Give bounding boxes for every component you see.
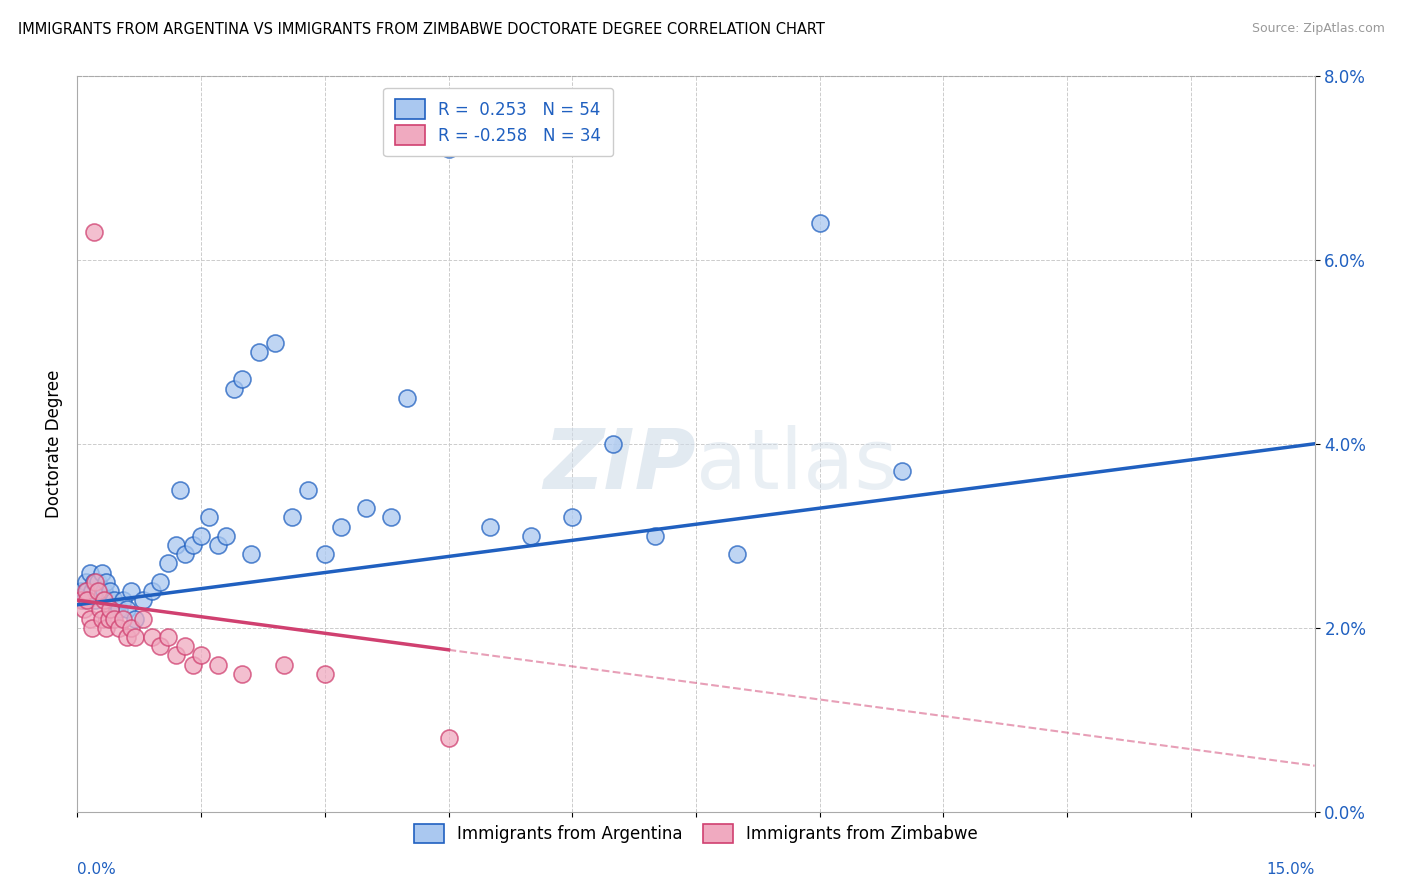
Point <box>149 639 172 653</box>
Point <box>725 547 748 561</box>
Point <box>207 538 229 552</box>
Point <box>314 547 336 561</box>
Point <box>120 621 142 635</box>
Point <box>124 630 146 644</box>
Point <box>70 593 93 607</box>
Point <box>96 621 118 635</box>
Point <box>98 602 121 616</box>
Point <box>141 630 163 644</box>
Point <box>808 216 831 230</box>
Point <box>190 529 212 543</box>
Text: Source: ZipAtlas.com: Source: ZipAtlas.com <box>1251 22 1385 36</box>
Point <box>561 510 583 524</box>
Point <box>83 225 105 239</box>
Point <box>173 639 195 653</box>
Point <box>73 602 96 616</box>
Text: ZIP: ZIP <box>543 425 696 507</box>
Point <box>132 611 155 625</box>
Point <box>75 574 97 589</box>
Point <box>222 382 245 396</box>
Point <box>120 584 142 599</box>
Point <box>98 584 121 599</box>
Point <box>132 593 155 607</box>
Point <box>89 584 111 599</box>
Point <box>107 621 129 635</box>
Point <box>314 666 336 681</box>
Point <box>73 593 96 607</box>
Point <box>84 574 107 589</box>
Text: atlas: atlas <box>696 425 897 507</box>
Point <box>231 372 253 386</box>
Point <box>75 584 97 599</box>
Point <box>82 621 104 635</box>
Point <box>207 657 229 672</box>
Point <box>247 344 270 359</box>
Point <box>190 648 212 663</box>
Point <box>115 630 138 644</box>
Point <box>79 566 101 580</box>
Point <box>91 611 114 625</box>
Point <box>264 335 287 350</box>
Point <box>87 584 110 599</box>
Point <box>97 593 120 607</box>
Text: 0.0%: 0.0% <box>77 863 117 878</box>
Text: 15.0%: 15.0% <box>1267 863 1315 878</box>
Point <box>82 584 104 599</box>
Point <box>273 657 295 672</box>
Point <box>181 657 204 672</box>
Point <box>437 731 460 746</box>
Point <box>215 529 238 543</box>
Point <box>198 510 221 524</box>
Point <box>396 391 419 405</box>
Point <box>181 538 204 552</box>
Point <box>87 574 110 589</box>
Point <box>89 602 111 616</box>
Point <box>83 574 105 589</box>
Point <box>157 630 180 644</box>
Point <box>173 547 195 561</box>
Point <box>354 501 377 516</box>
Point <box>97 611 120 625</box>
Point <box>231 666 253 681</box>
Point <box>520 529 543 543</box>
Point <box>281 510 304 524</box>
Point <box>84 593 107 607</box>
Point <box>111 611 134 625</box>
Text: IMMIGRANTS FROM ARGENTINA VS IMMIGRANTS FROM ZIMBABWE DOCTORATE DEGREE CORRELATI: IMMIGRANTS FROM ARGENTINA VS IMMIGRANTS … <box>18 22 825 37</box>
Point <box>103 611 125 625</box>
Point <box>103 593 125 607</box>
Point <box>891 464 914 478</box>
Point <box>380 510 402 524</box>
Point <box>79 611 101 625</box>
Point <box>149 574 172 589</box>
Point <box>141 584 163 599</box>
Point <box>330 519 353 533</box>
Point <box>91 566 114 580</box>
Point <box>169 483 191 497</box>
Legend: Immigrants from Argentina, Immigrants from Zimbabwe: Immigrants from Argentina, Immigrants fr… <box>402 813 990 855</box>
Point <box>76 584 98 599</box>
Point <box>115 602 138 616</box>
Point <box>644 529 666 543</box>
Point <box>93 584 115 599</box>
Point <box>70 584 93 599</box>
Point <box>165 538 187 552</box>
Point <box>478 519 501 533</box>
Point <box>111 593 134 607</box>
Point <box>76 593 98 607</box>
Point <box>165 648 187 663</box>
Y-axis label: Doctorate Degree: Doctorate Degree <box>45 369 63 518</box>
Point <box>107 602 129 616</box>
Point <box>96 574 118 589</box>
Point <box>93 593 115 607</box>
Point <box>297 483 319 497</box>
Point <box>157 557 180 571</box>
Point <box>239 547 262 561</box>
Point <box>124 611 146 625</box>
Point <box>437 142 460 157</box>
Point <box>602 436 624 450</box>
